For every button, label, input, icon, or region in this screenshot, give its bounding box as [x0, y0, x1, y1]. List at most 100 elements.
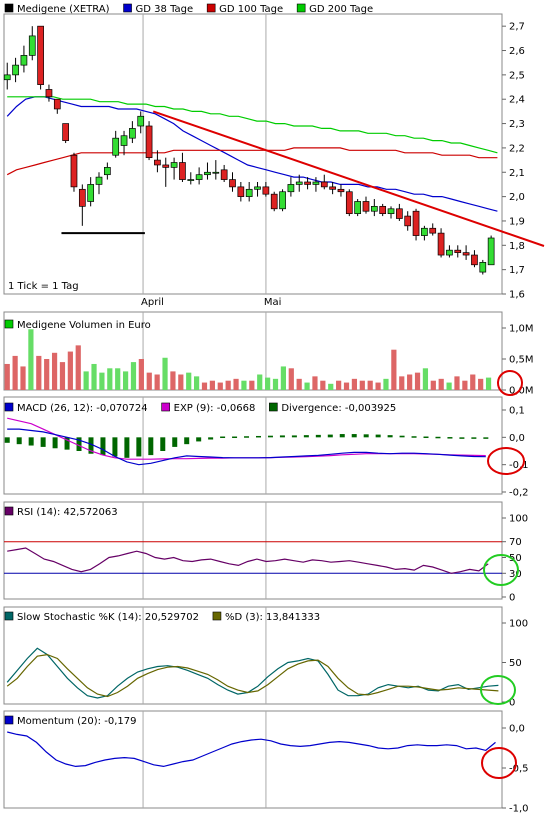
volume-bar	[336, 380, 342, 390]
momentum-ytick-label: 0,0	[509, 724, 525, 735]
volume-bar	[320, 380, 326, 390]
candle-body	[279, 191, 286, 210]
momentum-frame	[3, 710, 503, 809]
divergence-bar	[255, 435, 261, 438]
candle-body	[70, 154, 78, 188]
divergence-bar	[220, 436, 226, 439]
candle-body	[345, 191, 353, 215]
candle-body	[396, 208, 403, 219]
rsi-legend-swatch	[4, 506, 14, 516]
candle-body	[53, 98, 61, 110]
divergence-bar	[291, 435, 297, 438]
macd-legend-label: EXP (9): -0,0668	[174, 403, 256, 414]
divergence-bar	[172, 437, 178, 447]
macd-legend-label: Divergence: -0,003925	[281, 403, 396, 414]
candle-body	[45, 89, 53, 98]
macd-ytick-label: 0,1	[509, 406, 525, 417]
macd-legend-label: MACD (26, 12): -0,070724	[17, 403, 148, 414]
volume-bar	[288, 368, 294, 390]
macd-legend-swatch	[161, 402, 170, 412]
volume-bar	[407, 374, 413, 390]
volume-bar	[304, 382, 310, 390]
rsi-ytick-label: 0	[509, 593, 515, 604]
candle-body	[270, 193, 278, 210]
momentum-line	[7, 731, 496, 768]
divergence-bar	[399, 435, 405, 438]
divergence-bar	[88, 437, 94, 454]
divergence-bar	[244, 436, 250, 438]
candle-body	[245, 188, 253, 197]
volume-bar	[107, 368, 113, 390]
volume-bar	[454, 376, 460, 390]
candle-body	[312, 181, 320, 185]
stoch-d-line	[6, 653, 499, 698]
price-ytick-label: 2,2	[509, 143, 525, 154]
volume-bar	[51, 352, 58, 390]
volume-bar	[470, 374, 476, 390]
price-ytick-label: 1,9	[509, 216, 525, 227]
divergence-bar	[303, 435, 309, 438]
volume-bar	[28, 329, 34, 390]
volume-bar	[4, 363, 10, 390]
candle-body	[112, 137, 120, 156]
price-ytick-label: 2,5	[509, 70, 525, 81]
candle-body	[137, 115, 145, 127]
candle-body	[462, 252, 470, 256]
volume-panel: 1,0M 0,5M 0,0M Medigene Volumen in Euro	[3, 311, 534, 397]
price-ytick-label: 2,3	[509, 119, 525, 130]
volume-bar	[430, 380, 436, 390]
divergence-bar	[148, 437, 154, 456]
volume-bar	[257, 374, 263, 390]
divergence-bar	[435, 436, 441, 439]
candle-body	[437, 232, 445, 256]
price-ytick-label: 2,7	[509, 22, 525, 33]
volume-bar	[83, 371, 89, 390]
stoch-legend-label: Slow Stochastic %K (14): 20,529702	[17, 612, 199, 623]
stoch-ytick-label: 100	[509, 619, 528, 630]
candle-body	[354, 201, 361, 215]
divergence-bar	[208, 437, 214, 440]
momentum-ytick-label: -1,0	[509, 804, 529, 814]
candle-body	[471, 254, 478, 266]
divergence-bar	[447, 437, 453, 439]
volume-bar	[485, 377, 492, 390]
candle-body	[120, 135, 128, 146]
volume-bar	[399, 376, 405, 390]
candle-body	[454, 249, 462, 253]
candle-body	[387, 208, 395, 215]
volume-bar	[296, 378, 302, 390]
stoch-legend-swatch	[212, 611, 222, 621]
volume-bar	[241, 380, 247, 390]
divergence-bar	[483, 437, 489, 439]
divergence-bar	[411, 436, 417, 438]
candle-body	[429, 227, 437, 234]
divergence-bar	[375, 434, 381, 438]
candle-body	[304, 181, 311, 185]
candle-body	[220, 169, 228, 180]
rsi-ellipse	[483, 554, 519, 586]
stoch-ellipse	[480, 675, 516, 705]
candle-body	[479, 261, 487, 273]
rsi-ytick-label: 100	[509, 514, 528, 525]
candle-body	[179, 162, 186, 180]
divergence-bar	[16, 437, 22, 445]
divergence-bar	[387, 435, 393, 438]
price-legend-swatch	[4, 3, 14, 13]
price-legend-swatch	[123, 3, 132, 13]
volume-bar	[36, 355, 42, 390]
candle-body	[195, 174, 203, 180]
volume-ytick-label: 0,0M	[509, 386, 534, 397]
volume-bar	[383, 378, 389, 390]
volume-bar	[272, 378, 279, 390]
volume-bar	[217, 382, 223, 390]
divergence-bar	[363, 434, 369, 438]
volume-bar	[422, 368, 429, 390]
divergence-bar	[160, 437, 166, 451]
volume-bar	[67, 351, 73, 390]
macd-legend-swatch	[4, 402, 14, 412]
price-legend-label: GD 38 Tage	[136, 4, 194, 15]
candle-body	[487, 237, 495, 266]
series-line-gd-100-tage	[6, 147, 498, 176]
price-ytick-label: 2,0	[509, 192, 525, 203]
